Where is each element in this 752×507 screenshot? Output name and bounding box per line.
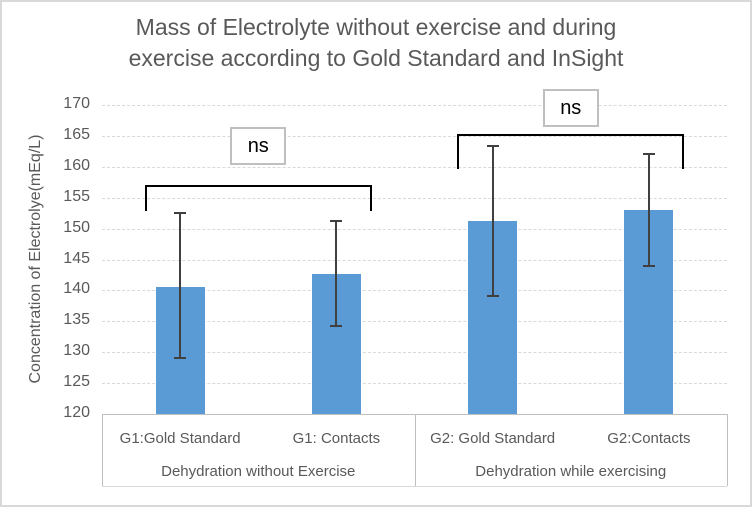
error-bar bbox=[491, 146, 494, 296]
error-bar-cap-top bbox=[642, 152, 655, 155]
error-bar-cap-bottom bbox=[330, 324, 343, 327]
gridline bbox=[102, 135, 727, 137]
y-tick-label: 135 bbox=[63, 311, 90, 329]
category-axis-separator bbox=[727, 414, 728, 486]
gridline bbox=[102, 321, 727, 323]
significance-label: ns bbox=[542, 89, 599, 128]
error-bar-cap-bottom bbox=[642, 264, 655, 267]
error-bar-cap-bottom bbox=[486, 294, 499, 297]
error-bar-cap-top bbox=[486, 145, 499, 148]
category-label: G1:Gold Standard bbox=[119, 430, 241, 447]
gridline bbox=[102, 352, 727, 354]
error-bar bbox=[335, 221, 338, 326]
y-tick-label: 160 bbox=[63, 156, 90, 174]
significance-bracket bbox=[144, 185, 372, 212]
y-tick-label: 120 bbox=[63, 404, 90, 421]
y-tick-label: 165 bbox=[63, 125, 90, 143]
gridline bbox=[102, 166, 727, 168]
gridline bbox=[102, 105, 727, 106]
y-tick-label: 170 bbox=[63, 95, 90, 112]
y-tick-label: 150 bbox=[63, 218, 90, 236]
y-tick-label: 145 bbox=[63, 249, 90, 267]
chart-title-line-1: Mass of Electrolyte without exercise and… bbox=[135, 14, 617, 40]
gridline bbox=[102, 197, 727, 199]
y-tick-label: 155 bbox=[63, 187, 90, 205]
chart-title-line-2: exercise according to Gold Standard and … bbox=[128, 45, 624, 71]
gridline bbox=[102, 228, 727, 230]
y-tick-label: 125 bbox=[63, 373, 90, 391]
error-bar bbox=[647, 153, 650, 266]
group-label: Dehydration while exercising bbox=[475, 463, 667, 480]
gridline bbox=[102, 383, 727, 385]
error-bar-cap-top bbox=[174, 211, 187, 214]
error-bar bbox=[179, 212, 182, 359]
category-axis-separator bbox=[102, 414, 103, 486]
y-tick-label: 130 bbox=[63, 342, 90, 360]
group-label: Dehydration without Exercise bbox=[161, 463, 356, 480]
category-label: G1: Contacts bbox=[292, 430, 381, 447]
y-tick-label: 140 bbox=[63, 280, 90, 298]
category-label: G2: Gold Standard bbox=[430, 430, 556, 447]
gridline bbox=[102, 290, 727, 292]
category-axis-bottom-line bbox=[102, 486, 727, 487]
significance-label: ns bbox=[230, 127, 287, 166]
category-axis-separator bbox=[414, 414, 416, 486]
category-label: G2:Contacts bbox=[607, 430, 691, 447]
significance-bracket bbox=[457, 134, 685, 170]
chart-title: Mass of Electrolyte without exercise and… bbox=[2, 12, 750, 74]
gridline bbox=[102, 259, 727, 261]
error-bar-cap-top bbox=[330, 220, 343, 223]
error-bar-cap-bottom bbox=[174, 357, 187, 360]
